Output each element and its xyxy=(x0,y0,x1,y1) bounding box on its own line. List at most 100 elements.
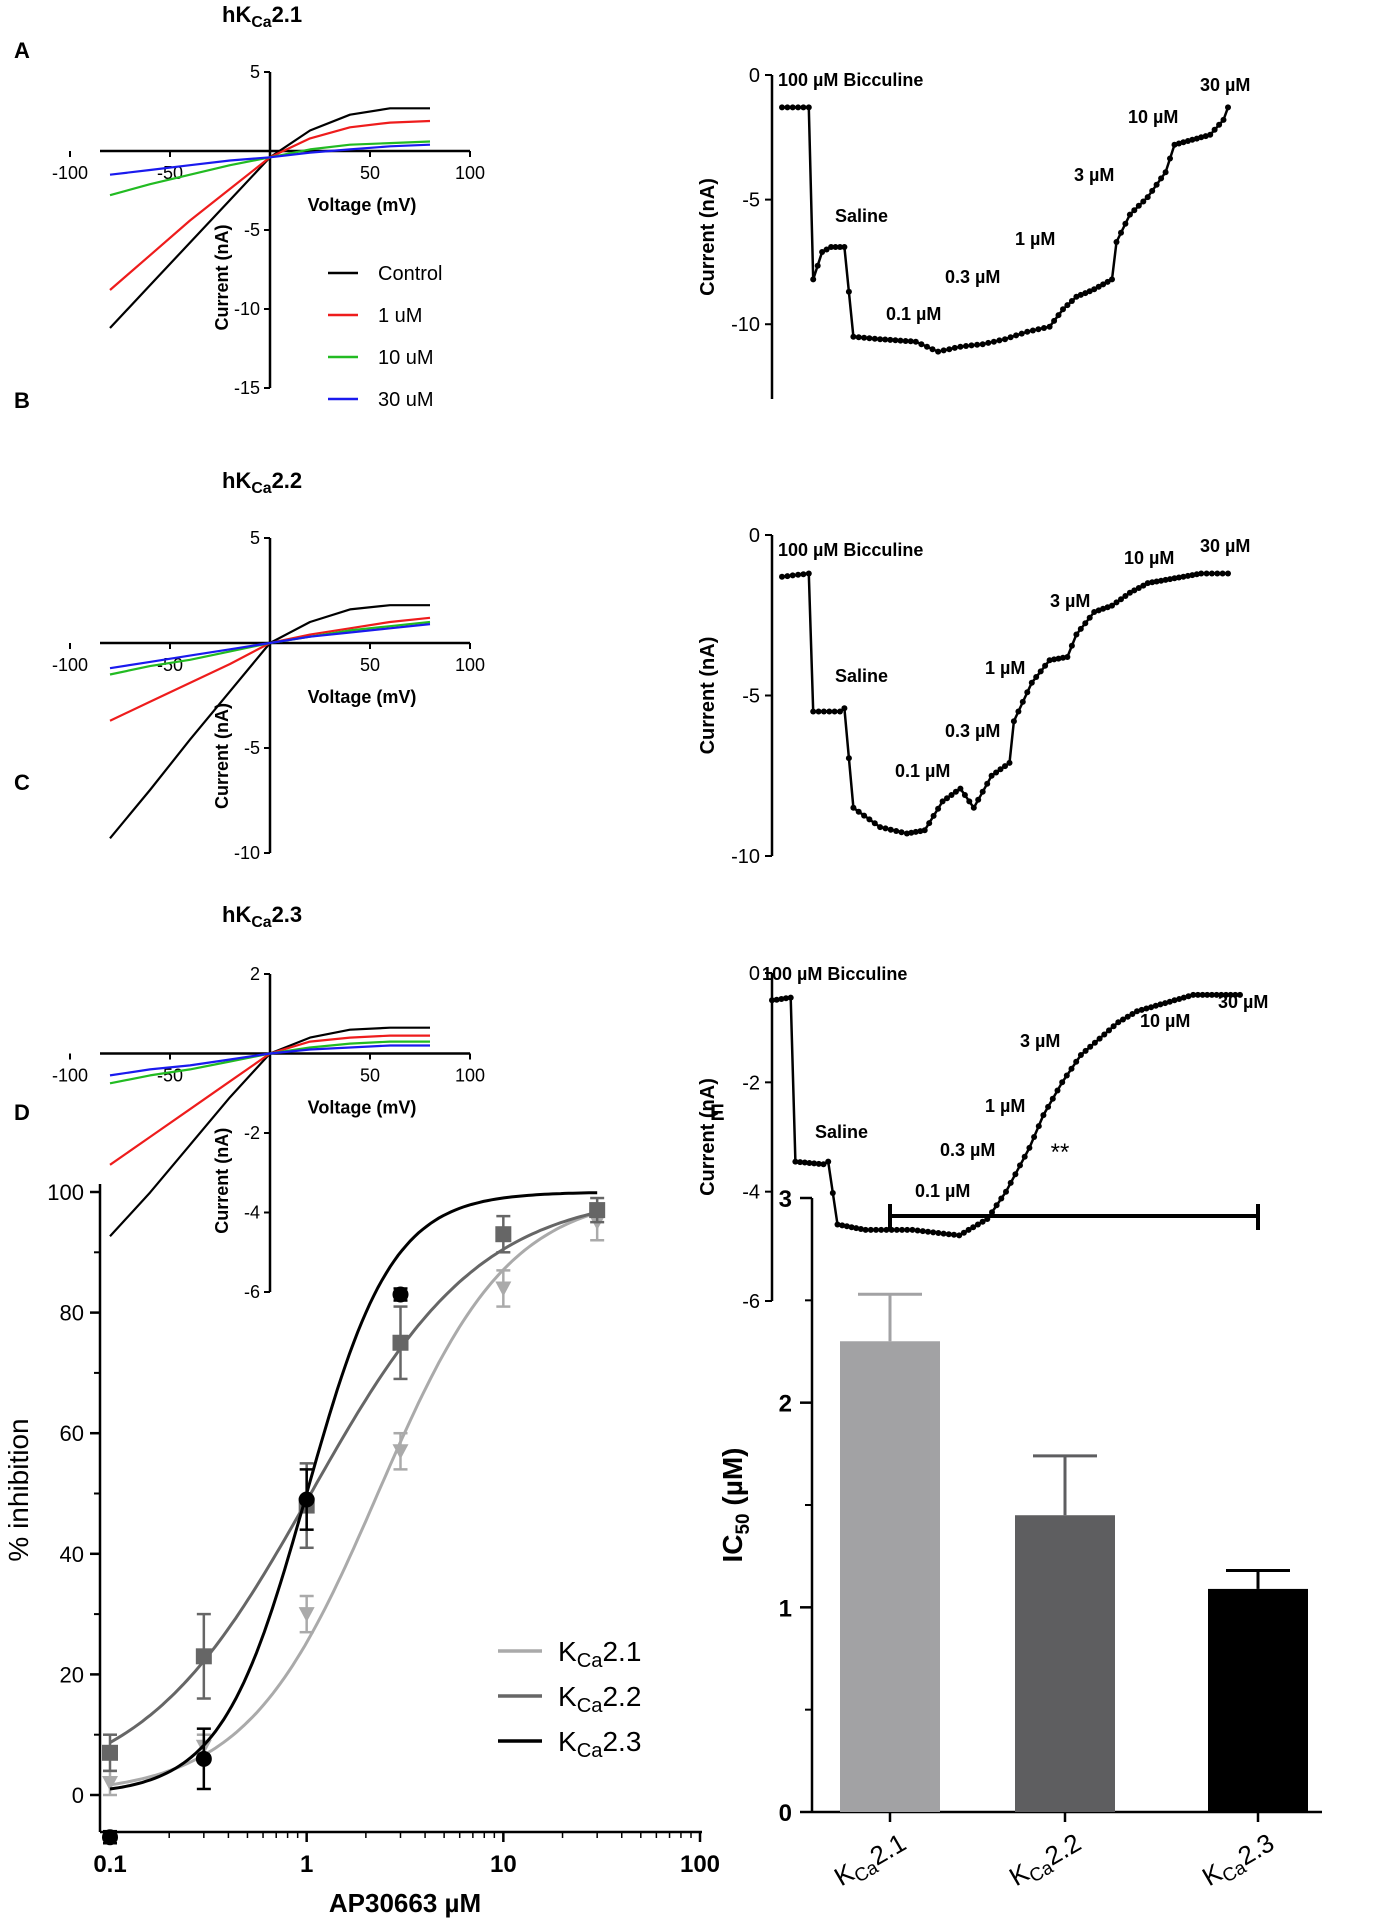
y-tick-label: -10 xyxy=(234,843,260,863)
trace-point xyxy=(810,708,817,715)
trace-point xyxy=(924,343,930,350)
trace-point xyxy=(815,708,822,715)
trace-point xyxy=(951,344,958,351)
trace-point xyxy=(806,1160,813,1166)
trace-point xyxy=(784,104,791,111)
trace-point xyxy=(1219,570,1226,577)
trace-annotation: 30 µM xyxy=(1218,992,1268,1012)
trace-point xyxy=(912,338,919,345)
iv-title-1: hKCa2.1 xyxy=(222,2,302,31)
trace-point xyxy=(1064,654,1071,660)
trace-y-axis-label: Current (nA) xyxy=(697,1078,719,1196)
trace-point xyxy=(1109,602,1115,609)
trace-point xyxy=(841,705,848,712)
trace-point xyxy=(1153,578,1160,585)
trace-point xyxy=(1037,668,1044,675)
bar-y-tick-label: 0 xyxy=(779,1800,792,1827)
trace-point xyxy=(837,244,843,250)
trace-y-tick-label: -6 xyxy=(742,1291,760,1313)
trace-point xyxy=(1167,155,1173,162)
dose-point xyxy=(102,1775,118,1791)
trace-point xyxy=(1167,576,1173,583)
trace-point xyxy=(965,1226,972,1233)
trace-point xyxy=(1131,207,1138,214)
trace-point xyxy=(769,997,775,1004)
trace-y-tick-label: 0 xyxy=(749,963,760,985)
trace-point xyxy=(1073,631,1080,638)
trace-point xyxy=(1042,662,1049,669)
trace-point xyxy=(845,755,852,762)
trace-point xyxy=(850,804,857,811)
trace-point xyxy=(853,1225,860,1232)
trace-point xyxy=(925,1228,931,1235)
trace-point xyxy=(866,816,873,823)
x-tick-label: -100 xyxy=(52,1066,88,1086)
dose-point xyxy=(392,1286,409,1303)
x-tick-label: 50 xyxy=(360,163,380,183)
trace-point xyxy=(957,785,964,792)
trace-annotation: 1 µM xyxy=(1015,229,1055,249)
trace-point xyxy=(1019,698,1026,705)
dose-y-tick-label: 80 xyxy=(60,1301,84,1326)
trace-point xyxy=(998,1195,1005,1202)
trace-point xyxy=(939,798,946,805)
trace-point xyxy=(957,343,964,350)
x-tick-label: 50 xyxy=(360,655,380,675)
trace-point xyxy=(1162,1000,1169,1007)
trace-point xyxy=(832,244,839,250)
trace-point xyxy=(1055,312,1062,319)
trace-point xyxy=(810,276,817,283)
dose-y-tick-label: 0 xyxy=(72,1783,84,1808)
trace-point xyxy=(1118,596,1124,603)
panel-letter-A: A xyxy=(14,38,30,63)
trace-point xyxy=(1214,570,1221,577)
trace-annotation: 0.3 µM xyxy=(945,267,1000,287)
trace-point xyxy=(1122,593,1129,599)
trace-point xyxy=(940,347,947,354)
trace-point xyxy=(1118,229,1124,236)
y-tick-label: 2 xyxy=(250,964,260,984)
trace-point xyxy=(1148,1004,1155,1011)
trace-point xyxy=(1046,657,1053,664)
trace-point xyxy=(1077,291,1084,298)
trace-point xyxy=(935,805,942,812)
trace-point xyxy=(795,104,802,111)
trace-point xyxy=(951,1231,957,1238)
trace-point xyxy=(1100,605,1107,612)
dose-x-tick-label: 0.1 xyxy=(93,1851,126,1878)
trace-point xyxy=(1007,334,1014,341)
trace-point xyxy=(1100,281,1107,288)
trace-point xyxy=(866,335,873,342)
trace-point xyxy=(779,104,785,111)
trace-point xyxy=(1063,1072,1070,1079)
trace-point xyxy=(893,828,900,834)
x-tick-label: -100 xyxy=(52,655,88,675)
trace-point xyxy=(918,341,925,348)
trace-annotation: 0.1 µM xyxy=(886,304,941,324)
trace-point xyxy=(974,341,981,348)
trace-point xyxy=(811,1160,818,1167)
y-axis-label: Current (nA) xyxy=(212,1128,232,1234)
trace-point xyxy=(1211,126,1218,133)
trace-point xyxy=(1082,620,1089,627)
dose-point xyxy=(102,1829,118,1846)
trace-y-tick-label: -10 xyxy=(731,846,760,868)
trace-point xyxy=(1035,326,1042,333)
trace-annotation: 100 µM Bicculine xyxy=(778,70,923,90)
trace-point xyxy=(1073,1058,1080,1065)
dose-point xyxy=(195,1648,212,1665)
dose-legend-label: KCa2.3 xyxy=(558,1726,641,1762)
trace-point xyxy=(1045,1103,1052,1110)
trace-point xyxy=(926,820,933,827)
trace-annotation: 0.1 µM xyxy=(915,1181,970,1201)
trace-annotation: 1 µM xyxy=(985,658,1025,678)
bar xyxy=(1015,1515,1115,1812)
y-tick-label: -15 xyxy=(234,378,260,398)
trace-point xyxy=(1082,1047,1089,1054)
trace-point xyxy=(1171,997,1178,1004)
trace-point xyxy=(1059,1079,1066,1086)
trace-point xyxy=(1024,689,1031,696)
trace-point xyxy=(1109,276,1115,283)
trace-line xyxy=(782,106,1230,353)
trace-point xyxy=(789,572,796,579)
